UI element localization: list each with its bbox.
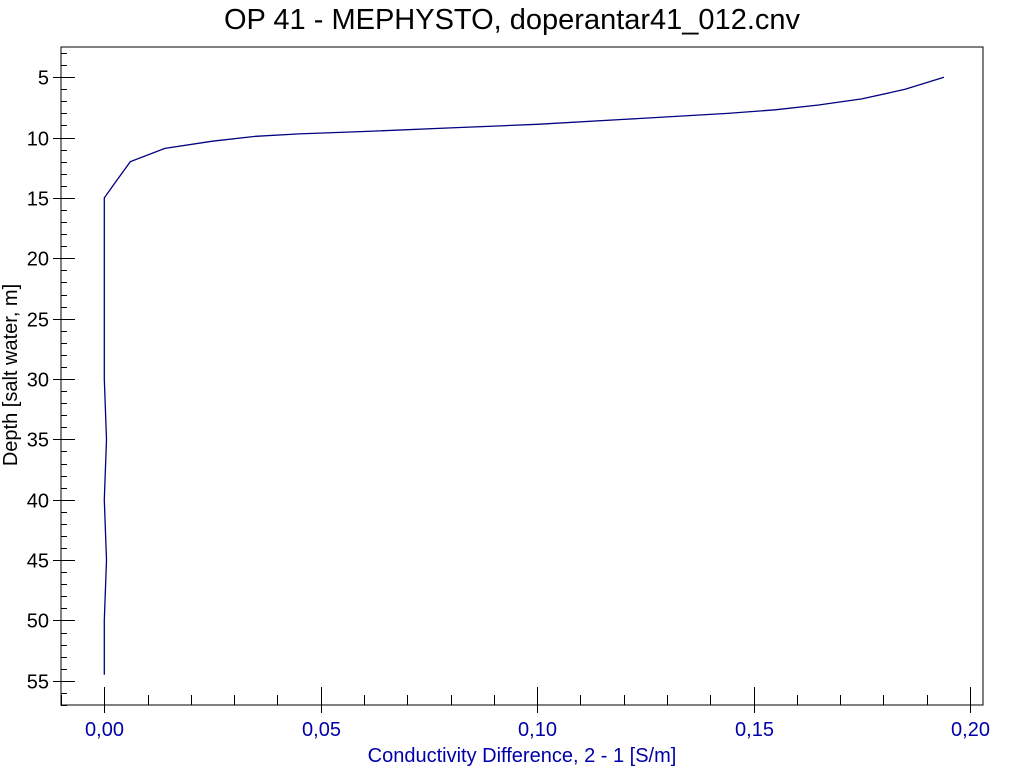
- y-axis-label: Depth [salt water, m]: [0, 283, 22, 467]
- x-tick-label: 0,15: [735, 719, 774, 741]
- x-axis-label: Conductivity Difference, 2 - 1 [S/m]: [367, 745, 677, 767]
- x-tick-label: 0,00: [85, 719, 124, 741]
- plot-frame: [60, 46, 984, 706]
- y-tick-label: 10: [27, 129, 49, 151]
- x-axis-ticks: 0,00 0,05 0,10 0,15 0,20: [61, 687, 990, 741]
- y-tick-label: 45: [27, 551, 49, 573]
- y-tick-label: 50: [27, 611, 49, 633]
- y-tick-label: 40: [27, 491, 49, 513]
- y-tick-label: 20: [27, 249, 49, 271]
- y-tick-label: 15: [27, 189, 49, 211]
- x-tick-label: 0,20: [951, 719, 990, 741]
- y-tick-label: 35: [27, 430, 49, 452]
- series-line: [103, 76, 945, 675]
- y-tick-label: 25: [27, 310, 49, 332]
- y-tick-label: 30: [27, 370, 49, 392]
- chart-title: OP 41 - MEPHYSTO, doperantar41_012.cnv: [223, 4, 801, 36]
- x-tick-label: 0,10: [518, 719, 557, 741]
- y-axis-ticks: 5 10 15 20 25 30 35 40 45 50 55: [27, 53, 75, 706]
- y-tick-label: 5: [38, 68, 49, 90]
- y-tick-label: 55: [27, 672, 49, 694]
- x-tick-label: 0,05: [302, 719, 341, 741]
